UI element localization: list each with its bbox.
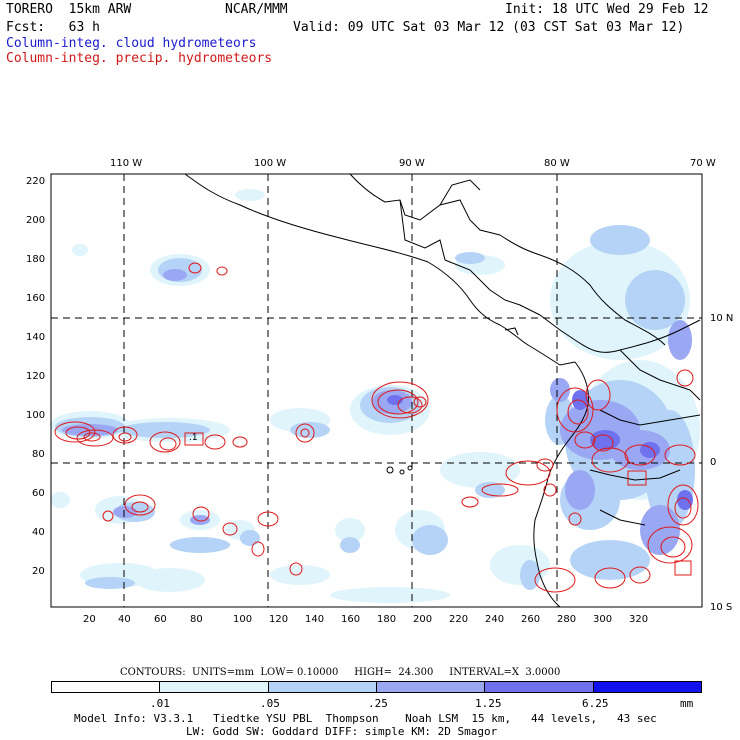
cloud-shading bbox=[50, 189, 700, 603]
precip-contours bbox=[54, 262, 699, 593]
y-tick-20: 20 bbox=[32, 566, 45, 577]
colorbar-label-025: .25 bbox=[368, 697, 388, 710]
lon-label-70w: 70 W bbox=[690, 158, 716, 169]
legend-precip-hydrometeors: Column-integ. precip. hydrometeors bbox=[6, 51, 273, 66]
map-frame bbox=[50, 173, 703, 608]
lat-label-10n: 10 N bbox=[710, 313, 734, 324]
precip-box-label: .1 bbox=[189, 433, 198, 443]
center-name: NCAR/MMM bbox=[225, 2, 288, 17]
colorbar-bin-6 bbox=[593, 682, 701, 692]
init-time: Init: 18 UTC Wed 29 Feb 12 bbox=[505, 2, 709, 17]
x-tick-200: 200 bbox=[413, 614, 433, 625]
colorbar-bin-4 bbox=[376, 682, 486, 692]
x-tick-60: 60 bbox=[154, 614, 167, 625]
x-tick-160: 160 bbox=[341, 614, 361, 625]
colorbar-label-001: .01 bbox=[150, 697, 170, 710]
x-tick-240: 240 bbox=[485, 614, 505, 625]
latlon-grid bbox=[51, 174, 702, 607]
y-tick-200: 200 bbox=[26, 215, 46, 226]
y-tick-180: 180 bbox=[26, 254, 46, 265]
x-tick-260: 260 bbox=[521, 614, 541, 625]
x-tick-80: 80 bbox=[190, 614, 203, 625]
x-tick-120: 120 bbox=[269, 614, 289, 625]
x-tick-20: 20 bbox=[83, 614, 96, 625]
colorbar-label-125: 1.25 bbox=[475, 697, 502, 710]
colorbar-bin-3 bbox=[268, 682, 377, 692]
x-tick-220: 220 bbox=[449, 614, 469, 625]
y-tick-220: 220 bbox=[26, 176, 46, 187]
colorbar-bin-5 bbox=[485, 682, 594, 692]
lon-label-110w: 110 W bbox=[110, 158, 143, 169]
colorbar-label-005: .05 bbox=[260, 697, 280, 710]
lon-label-90w: 90 W bbox=[399, 158, 425, 169]
valid-time: Valid: 09 UTC Sat 03 Mar 12 (03 CST Sat … bbox=[293, 20, 685, 35]
coastlines bbox=[184, 173, 701, 608]
model-title: TORERO 15km ARW bbox=[6, 2, 132, 17]
model-info-line1: Model Info: V3.3.1 Tiedtke YSU PBL Thomp… bbox=[74, 712, 657, 725]
y-tick-100: 100 bbox=[26, 410, 46, 421]
y-tick-120: 120 bbox=[26, 371, 46, 382]
y-tick-140: 140 bbox=[26, 332, 46, 343]
colorbar bbox=[51, 681, 702, 693]
y-tick-80: 80 bbox=[32, 449, 45, 460]
colorbar-unit: mm bbox=[680, 697, 694, 710]
x-tick-320: 320 bbox=[629, 614, 649, 625]
lon-label-100w: 100 W bbox=[254, 158, 287, 169]
x-tick-40: 40 bbox=[118, 614, 131, 625]
colorbar-bin-1 bbox=[52, 682, 161, 692]
legend-cloud-hydrometeors: Column-integ. cloud hydrometeors bbox=[6, 36, 257, 51]
colorbar-label-625: 6.25 bbox=[582, 697, 609, 710]
colorbar-bin-2 bbox=[160, 682, 269, 692]
x-tick-180: 180 bbox=[377, 614, 397, 625]
x-tick-140: 140 bbox=[305, 614, 325, 625]
y-tick-60: 60 bbox=[32, 488, 45, 499]
contour-info: CONTOURS: UNITS=mm LOW= 0.10000 HIGH= 24… bbox=[120, 667, 561, 678]
x-tick-300: 300 bbox=[593, 614, 613, 625]
lon-label-80w: 80 W bbox=[544, 158, 570, 169]
y-tick-40: 40 bbox=[32, 527, 45, 538]
lat-label-0: 0 bbox=[710, 457, 717, 468]
lat-label-10s: 10 S bbox=[710, 602, 733, 613]
x-tick-100: 100 bbox=[233, 614, 253, 625]
x-tick-280: 280 bbox=[557, 614, 577, 625]
y-tick-160: 160 bbox=[26, 293, 46, 304]
model-info-line2: LW: Godd SW: Goddard DIFF: simple KM: 2D… bbox=[186, 725, 498, 738]
forecast-hour: Fcst: 63 h bbox=[6, 20, 100, 35]
